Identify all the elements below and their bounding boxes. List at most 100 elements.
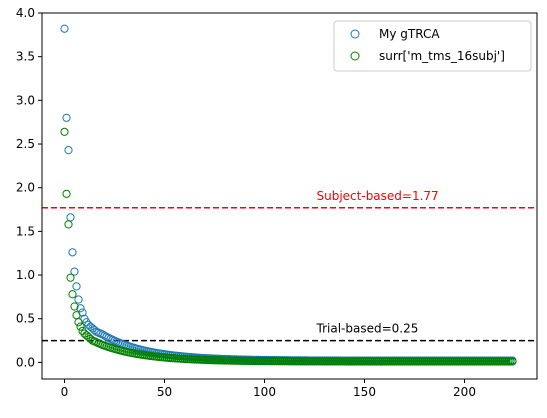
scatter-point [464,357,473,366]
scatter-point [64,146,73,155]
scatter-point [314,357,323,366]
scatter-point [434,357,443,366]
y-tick-label: 3.5 [16,50,35,64]
series-layer [60,24,517,366]
scatter-point [422,357,431,366]
scatter-point [442,357,451,366]
scatter-point [326,357,335,366]
y-tick-label: 0.0 [16,355,35,369]
scatter-point [334,357,343,366]
scatter-point [428,357,437,366]
scatter-point [304,357,313,366]
legend-label: My gTRCA [379,27,440,41]
scatter-point [466,357,475,366]
scatter-point [400,357,409,366]
scatter-point [394,357,403,366]
scatter-point [276,357,285,366]
scatter-point [368,357,377,366]
scatter-point [312,357,321,366]
y-tick-label: 1.5 [16,224,35,238]
legend-box [333,20,532,72]
scatter-point [390,357,399,366]
scatter-point [360,357,369,366]
scatter-point [344,357,353,366]
scatter-point [416,357,425,366]
scatter-point [472,357,481,366]
x-tick-label: 200 [453,385,476,399]
y-tick-label: 1.0 [16,268,35,282]
scatter-point [414,357,423,366]
reference-line-label: Trial-based=0.25 [316,322,419,336]
scatter-point [386,357,395,366]
x-tick-label: 150 [353,385,376,399]
scatter-point [470,357,479,366]
scatter-point [300,357,309,366]
scatter-point [408,357,417,366]
scatter-point [412,357,421,366]
scatter-point [60,24,69,33]
scatter-point [256,356,265,366]
scatter-point [502,357,511,366]
scatter-point [64,220,73,229]
scatter-point [306,357,315,366]
x-tick-label: 0 [61,385,69,399]
x-tick-label: 50 [157,385,172,399]
scatter-point [284,357,293,366]
y-tick-label: 4.0 [16,6,35,20]
scatter-point [404,357,413,366]
scatter-point [504,357,513,366]
scatter-point [324,357,333,366]
scatter-point [492,357,501,366]
scatter-point [280,357,289,366]
scatter-point [380,357,389,366]
scatter-point [350,357,359,366]
x-tick-label: 100 [253,385,276,399]
annotations: Subject-based=1.77 Trial-based=0.25 [316,189,439,336]
scatter-point [372,357,381,366]
scatter-point [74,318,83,327]
legend-label: surr['m_tms_16subj'] [379,49,505,63]
scatter-point [378,357,387,366]
scatter-point [318,357,327,366]
scatter-point [370,357,379,366]
scatter-point [258,356,267,366]
scatter-point [490,357,499,366]
scatter-point [362,357,371,366]
scatter-point [346,357,355,366]
scatter-point [450,357,459,366]
scatter-point [74,295,83,304]
scatter-point [342,357,351,366]
scatter-point [456,357,465,366]
y-tick-label: 2.5 [16,137,35,151]
scatter-point [278,357,287,366]
plot-area: Subject-based=1.77 Trial-based=0.25 [41,12,538,380]
scatter-point [452,357,461,366]
scatter-point [444,357,453,366]
scatter-point [382,357,391,366]
scatter-point [458,357,467,366]
scatter-point [72,282,81,291]
scatter-series [60,127,517,366]
scatter-point [316,357,325,366]
scatter-point [364,357,373,366]
y-tick-label: 0.5 [16,312,35,326]
scatter-point [352,357,361,366]
x-axis-ticks: 0 50 100 150 200 [61,379,476,399]
scatter-point [366,357,375,366]
scatter-point [448,357,457,366]
scatter-point [398,357,407,366]
scatter-point [388,357,397,366]
scatter-point [90,325,99,335]
scatter-point [406,357,415,366]
reference-line-label: Subject-based=1.77 [317,189,439,203]
scatter-point [66,273,75,282]
scatter-point [440,357,449,366]
scatter-point [308,357,317,366]
scatter-point [446,357,455,366]
scatter-point [508,357,517,366]
scatter-point [432,357,441,366]
scatter-point [420,357,429,366]
scatter-point [268,357,277,366]
scatter-point [410,357,419,366]
scatter-point [354,357,363,366]
